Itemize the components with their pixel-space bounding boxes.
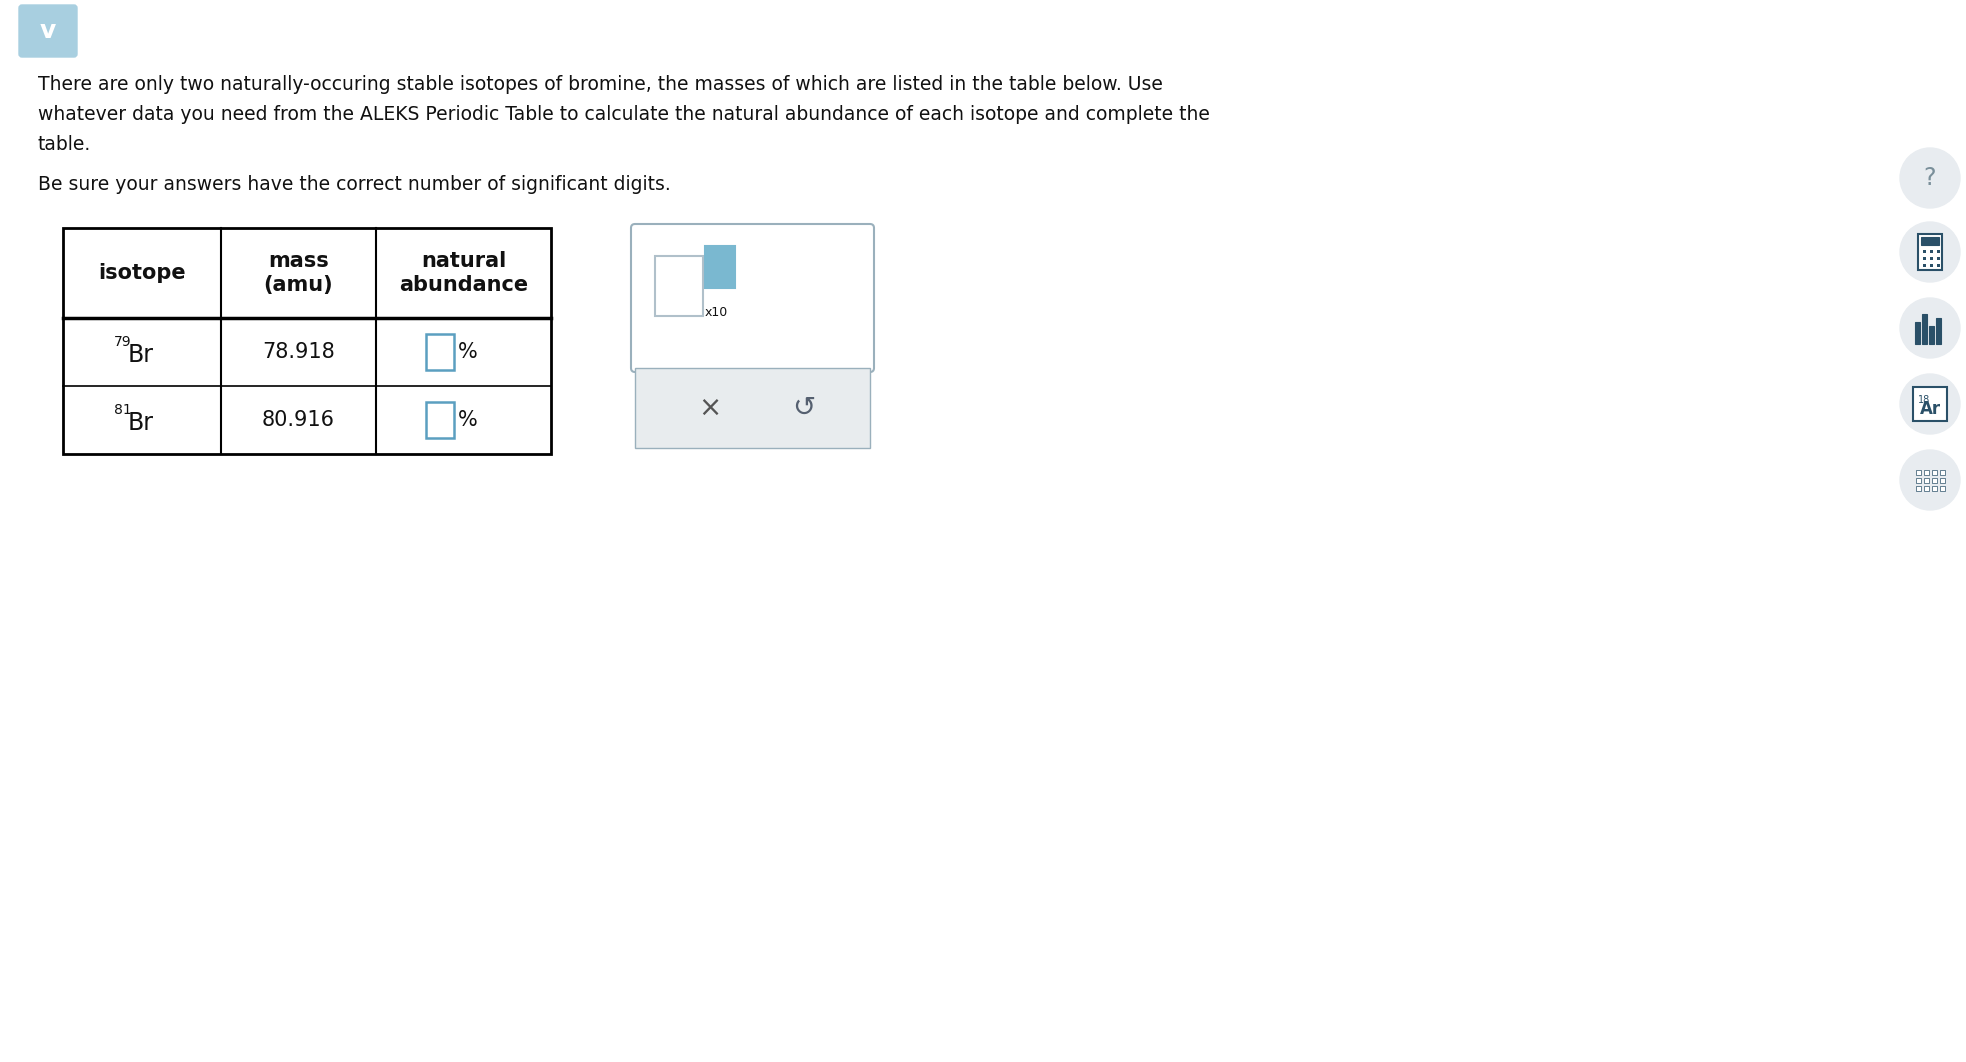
Text: ×: × [698, 394, 722, 422]
Bar [1917, 478, 1921, 483]
Text: Be sure your answers have the correct number of significant digits.: Be sure your answers have the correct nu… [37, 175, 670, 194]
Bar [1929, 326, 1935, 344]
Circle shape [1899, 222, 1960, 282]
Text: %: % [458, 410, 478, 430]
Bar [1923, 250, 1927, 253]
Bar [655, 256, 704, 316]
Bar [1925, 486, 1929, 491]
Text: Br: Br [128, 343, 153, 367]
Text: table.: table. [37, 135, 90, 154]
Bar [1913, 387, 1946, 421]
Bar [1931, 250, 1933, 253]
Bar [1937, 250, 1940, 253]
Text: 78.918: 78.918 [261, 342, 334, 362]
Circle shape [1899, 298, 1960, 358]
Bar [1931, 257, 1933, 260]
Bar [1937, 257, 1940, 260]
Bar [635, 369, 871, 448]
Bar [425, 402, 454, 438]
Text: There are only two naturally-occuring stable isotopes of bromine, the masses of : There are only two naturally-occuring st… [37, 75, 1162, 95]
Bar [1923, 314, 1927, 344]
Bar [706, 246, 735, 288]
Text: natural
abundance: natural abundance [399, 251, 529, 295]
Text: 80.916: 80.916 [261, 410, 334, 430]
FancyBboxPatch shape [20, 5, 77, 57]
Bar [1915, 322, 1921, 344]
Text: mass
(amu): mass (amu) [263, 251, 334, 295]
Bar [1917, 470, 1921, 475]
Circle shape [1899, 450, 1960, 510]
Text: 81: 81 [114, 402, 132, 417]
Bar [1937, 264, 1940, 267]
Bar [1931, 264, 1933, 267]
Bar [1925, 470, 1929, 475]
Text: Br: Br [128, 411, 153, 435]
Bar [1933, 486, 1937, 491]
Text: %: % [458, 342, 478, 362]
Bar [1919, 234, 1942, 270]
Text: Ar: Ar [1919, 400, 1940, 418]
Text: whatever data you need from the ALEKS Periodic Table to calculate the natural ab: whatever data you need from the ALEKS Pe… [37, 105, 1209, 124]
Bar [63, 228, 550, 453]
Bar [1940, 478, 1944, 483]
Bar [425, 335, 454, 370]
Bar [1917, 486, 1921, 491]
Bar [1923, 264, 1927, 267]
Text: 18: 18 [1919, 395, 1931, 405]
Text: x10: x10 [706, 306, 727, 319]
FancyBboxPatch shape [631, 224, 875, 372]
Circle shape [1899, 148, 1960, 208]
Bar [1940, 470, 1944, 475]
Bar [1937, 318, 1940, 344]
Text: ?: ? [1925, 166, 1937, 190]
Bar [1921, 237, 1938, 245]
Text: ↺: ↺ [792, 394, 816, 422]
Text: 79: 79 [114, 335, 132, 349]
Text: v: v [39, 19, 57, 42]
Text: isotope: isotope [98, 263, 187, 282]
Bar [1925, 478, 1929, 483]
Bar [1940, 486, 1944, 491]
Bar [1933, 478, 1937, 483]
Circle shape [1899, 374, 1960, 434]
Bar [1923, 257, 1927, 260]
Bar [1933, 470, 1937, 475]
